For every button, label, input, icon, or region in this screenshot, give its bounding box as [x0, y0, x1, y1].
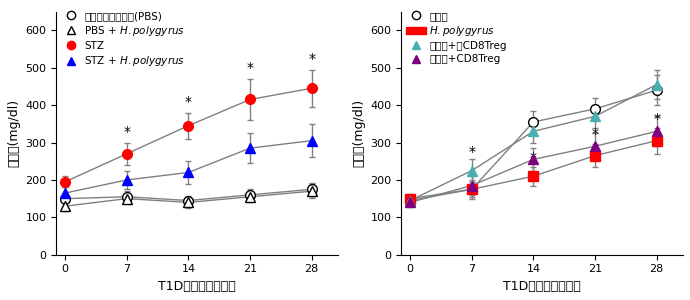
- Text: *: *: [469, 146, 475, 159]
- X-axis label: T1Dを誘導後の日数: T1Dを誘導後の日数: [158, 280, 236, 293]
- Text: *: *: [124, 125, 130, 139]
- Text: *: *: [653, 112, 660, 126]
- Y-axis label: 血糖値(mg/dl): 血糖値(mg/dl): [7, 99, 20, 167]
- Y-axis label: 血糖値(mg/dl): 血糖値(mg/dl): [352, 99, 365, 167]
- Text: *: *: [246, 61, 253, 75]
- X-axis label: T1Dを誘導後の日数: T1Dを誘導後の日数: [503, 280, 581, 293]
- Text: *: *: [308, 52, 315, 66]
- Legend: リン酸緩衝食塩水(PBS), PBS + $\it{H. polygyrus}$, STZ, STZ + $\it{H. polygyrus}$: リン酸緩衝食塩水(PBS), PBS + $\it{H. polygyrus}$…: [57, 7, 190, 72]
- Text: *: *: [530, 151, 537, 165]
- Legend: 非感染, $\it{H. polygyrus}$, 非感染+非CD8Treg, 非感染+CD8Treg: 非感染, $\it{H. polygyrus}$, 非感染+非CD8Treg, …: [402, 7, 511, 68]
- Text: *: *: [185, 95, 192, 109]
- Text: *: *: [591, 127, 598, 141]
